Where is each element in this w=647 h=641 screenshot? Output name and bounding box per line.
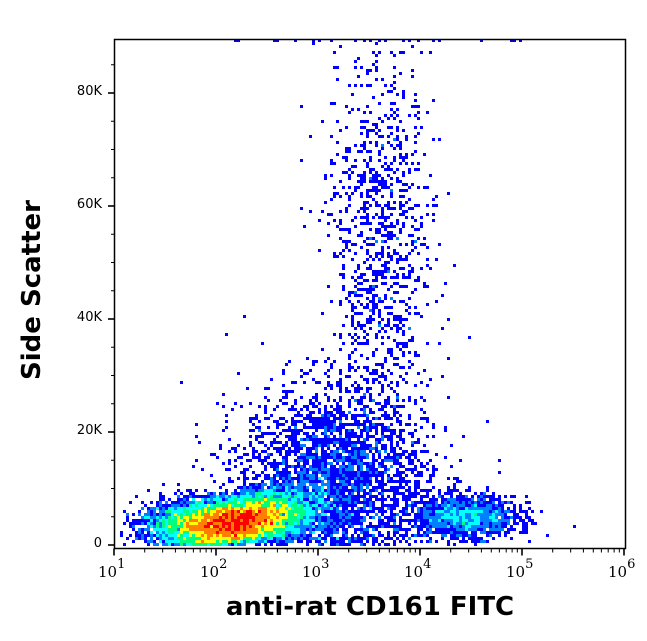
plot-frame bbox=[113, 38, 627, 550]
x-tick-label: 104 bbox=[404, 557, 432, 581]
y-tick-label: 60K bbox=[76, 197, 102, 212]
y-axis-label: Side Scatter bbox=[14, 190, 50, 390]
x-tick-label: 106 bbox=[608, 557, 636, 581]
y-tick-label: 20K bbox=[76, 423, 102, 438]
x-axis-label: anti-rat CD161 FITC bbox=[225, 592, 515, 622]
y-axis-ticks bbox=[108, 64, 115, 546]
y-tick-label: 40K bbox=[76, 310, 102, 325]
y-tick-label: 0 bbox=[93, 536, 102, 551]
x-tick-label: 101 bbox=[98, 557, 126, 581]
x-tick-label: 103 bbox=[302, 557, 330, 581]
x-tick-label: 105 bbox=[506, 557, 534, 581]
x-tick-label: 102 bbox=[200, 557, 228, 581]
scatter-points bbox=[120, 39, 576, 546]
y-tick-label: 80K bbox=[76, 84, 102, 99]
x-axis-ticks bbox=[113, 548, 625, 556]
y-axis-label-text: Side Scatter bbox=[17, 200, 47, 380]
